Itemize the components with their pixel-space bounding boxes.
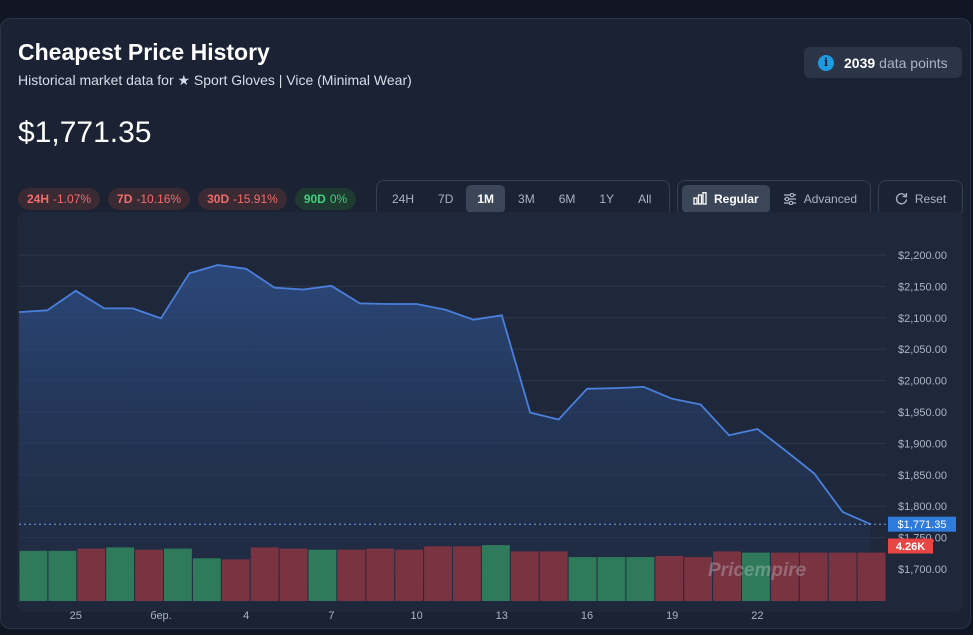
reset-label: Reset (914, 191, 947, 206)
change-value: -1.07% (53, 192, 92, 206)
volume-bar (481, 545, 510, 601)
x-tick-label: 22 (751, 610, 763, 622)
volume-bar (395, 549, 424, 601)
change-value: -10.16% (136, 192, 182, 206)
y-tick-label: $2,000.00 (898, 376, 947, 388)
volume-bar (857, 552, 886, 601)
mode-regular-button[interactable]: Regular (682, 184, 770, 213)
volume-bar (539, 551, 568, 601)
current-price-tag-label: $1,771.35 (898, 519, 947, 531)
data-points-badge: i 2039 data points (804, 47, 962, 78)
change-period: 24H (27, 192, 50, 206)
volume-bar (597, 557, 626, 601)
volume-bar (19, 550, 48, 601)
data-points-count: 2039 (844, 54, 876, 71)
change-period: 7D (117, 192, 133, 206)
x-tick-label: 10 (410, 610, 422, 622)
volume-bar (250, 547, 279, 601)
y-tick-label: $2,050.00 (898, 344, 947, 356)
y-tick-label: $1,700.00 (898, 564, 947, 576)
range-option-1m[interactable]: 1M (466, 184, 506, 213)
volume-bar (424, 546, 452, 601)
volume-bar (48, 550, 77, 601)
change-value: -15.91% (233, 192, 278, 206)
volume-bar (828, 552, 857, 601)
range-option-24h[interactable]: 24H (392, 191, 415, 206)
current-volume-tag-label: 4.26K (896, 541, 925, 553)
change-chip-90d: 90D 0% (294, 188, 357, 210)
price-history-card: Cheapest Price History Historical market… (0, 18, 971, 629)
y-tick-label: $1,800.00 (898, 501, 947, 513)
mode-regular-label: Regular (714, 191, 759, 206)
volume-bar (135, 549, 163, 601)
x-tick-label: бер. (150, 610, 171, 622)
volume-bar (713, 551, 741, 601)
mode-advanced-button[interactable]: Advanced (772, 185, 868, 213)
change-chip-30d: 30D -15.91% (198, 188, 287, 210)
range-option-3m[interactable]: 3M (518, 191, 535, 206)
volume-bar (684, 557, 713, 601)
bar-chart-icon (693, 192, 707, 205)
y-tick-label: $1,900.00 (898, 438, 947, 450)
volume-bar (626, 557, 655, 601)
info-icon: i (818, 54, 834, 71)
range-option-7d[interactable]: 7D (438, 191, 454, 206)
volume-bar (308, 549, 337, 601)
price-area (19, 265, 871, 602)
x-tick-label: 25 (70, 610, 82, 622)
range-selector: 24H 7D 1M 3M 6M 1Y All (376, 180, 670, 217)
page-title: Cheapest Price History (18, 39, 270, 65)
volume-bar (279, 548, 308, 601)
current-price-tag (888, 516, 956, 532)
volume-bar (164, 548, 192, 601)
volume-bar (742, 552, 770, 601)
x-tick-label: 4 (243, 610, 249, 622)
change-value: 0% (329, 192, 348, 206)
volume-bar (192, 558, 221, 602)
data-points-label: data points (879, 54, 948, 71)
volume-bar (799, 552, 828, 601)
watermark-logo: Pricempire (708, 560, 807, 581)
x-tick-label: 13 (496, 610, 508, 622)
current-price: $1,771.35 (18, 116, 152, 149)
volume-bar (366, 548, 395, 601)
price-change-chips: 24H -1.07% 7D -10.16% 30D -15.91% 90D 0% (18, 188, 357, 210)
change-chip-24h: 24H -1.07% (18, 188, 101, 210)
current-volume-tag (888, 538, 933, 554)
y-tick-label: $1,850.00 (898, 470, 947, 482)
volume-bar (510, 551, 539, 601)
y-tick-label: $2,100.00 (898, 313, 947, 325)
x-tick-label: 7 (328, 610, 334, 622)
y-tick-label: $2,200.00 (898, 250, 947, 262)
volume-bar (221, 559, 250, 601)
mode-advanced-label: Advanced (803, 191, 858, 206)
volume-bar (770, 552, 799, 601)
y-tick-label: $2,150.00 (898, 281, 947, 293)
y-tick-label: $1,950.00 (898, 407, 947, 419)
range-option-1y[interactable]: 1Y (599, 191, 615, 206)
price-chart: Pricempire $2,200.00 $2,150.00 $2,100.00 $2… (17, 212, 963, 622)
change-period: 30D (207, 192, 230, 206)
x-tick-label: 19 (666, 610, 678, 622)
page-subtitle: Historical market data for ★ Sport Glove… (18, 72, 412, 88)
sliders-icon (783, 192, 796, 205)
volume-bar (453, 546, 481, 601)
range-option-6m[interactable]: 6M (558, 191, 576, 206)
volume-bar (77, 548, 106, 601)
change-chip-7d: 7D -10.16% (108, 188, 191, 210)
chart-area[interactable]: Pricempire $2,200.00 $2,150.00 $2,100.00 $2… (1, 212, 972, 630)
volume-bar (568, 557, 597, 601)
range-option-all[interactable]: All (638, 191, 652, 206)
volume-bar (655, 556, 684, 601)
price-line (18, 264, 872, 526)
change-period: 90D (303, 192, 326, 206)
volume-bar (106, 547, 135, 601)
volume-bar (337, 549, 366, 601)
refresh-icon (895, 192, 907, 205)
reset-button-inner: Reset (889, 185, 952, 213)
x-tick-label: 16 (581, 610, 593, 622)
